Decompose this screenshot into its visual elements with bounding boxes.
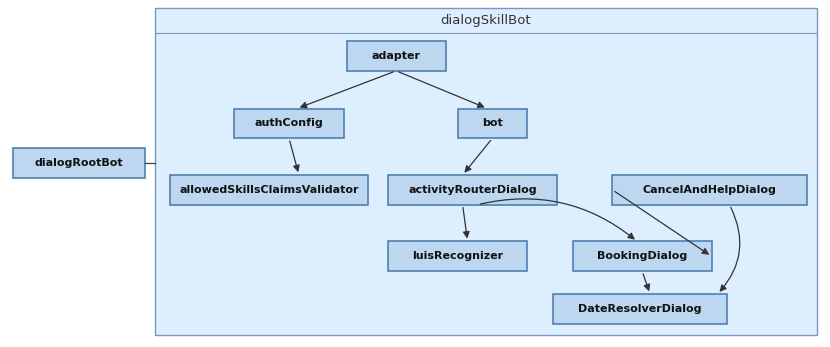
Text: luisRecognizer: luisRecognizer [412, 251, 503, 261]
FancyBboxPatch shape [170, 175, 369, 205]
FancyBboxPatch shape [388, 175, 557, 205]
Text: dialogSkillBot: dialogSkillBot [441, 14, 531, 27]
Text: CancelAndHelpDialog: CancelAndHelpDialog [642, 185, 777, 195]
FancyBboxPatch shape [573, 242, 711, 271]
Text: DateResolverDialog: DateResolverDialog [579, 304, 702, 314]
FancyBboxPatch shape [155, 8, 817, 335]
Text: bot: bot [482, 118, 503, 128]
FancyBboxPatch shape [13, 148, 145, 178]
Text: BookingDialog: BookingDialog [597, 251, 687, 261]
FancyBboxPatch shape [613, 175, 807, 205]
FancyBboxPatch shape [457, 109, 527, 138]
FancyBboxPatch shape [234, 109, 344, 138]
Text: dialogRootBot: dialogRootBot [35, 158, 124, 168]
Text: adapter: adapter [372, 51, 421, 61]
FancyBboxPatch shape [553, 294, 727, 324]
FancyBboxPatch shape [388, 242, 527, 271]
FancyBboxPatch shape [347, 41, 446, 71]
Text: authConfig: authConfig [255, 118, 324, 128]
Text: activityRouterDialog: activityRouterDialog [408, 185, 537, 195]
Text: allowedSkillsClaimsValidator: allowedSkillsClaimsValidator [179, 185, 359, 195]
